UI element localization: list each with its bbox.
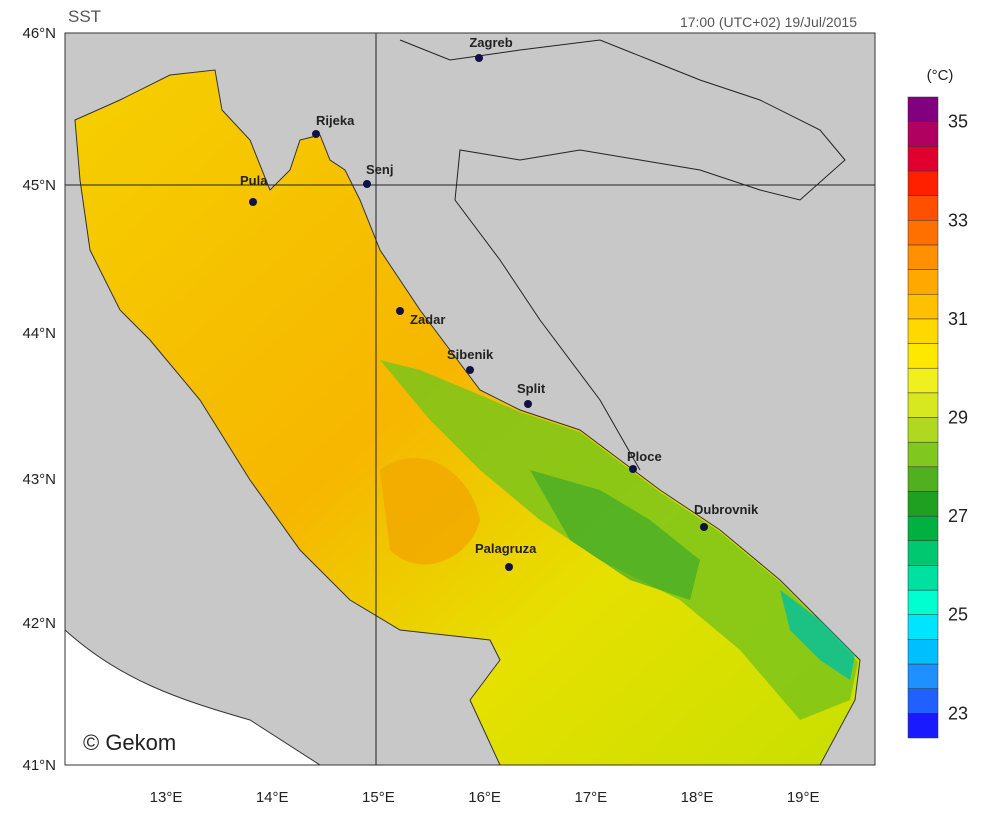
lat-label: 43°N xyxy=(22,471,56,488)
colorbar-bin xyxy=(907,565,939,591)
colorbar-bin xyxy=(907,170,939,196)
colorbar-bin xyxy=(907,639,939,665)
lat-label: 41°N xyxy=(22,757,56,774)
warm-core xyxy=(380,458,480,565)
lat-label: 46°N xyxy=(22,25,56,42)
city-label: Split xyxy=(517,381,546,396)
colorbar-bin xyxy=(907,688,939,714)
colorbar-bin xyxy=(907,96,939,122)
colorbar-tick-label: 29 xyxy=(948,408,968,428)
city-label: Palagruza xyxy=(475,541,537,556)
colorbar-bin xyxy=(907,220,939,246)
coastal-cool-zone xyxy=(780,590,855,680)
colorbar-bin xyxy=(907,663,939,689)
lon-label: 14°E xyxy=(256,789,289,806)
colorbar-tick-label: 23 xyxy=(948,703,968,723)
colorbar-bin xyxy=(907,146,939,172)
lon-label: 13°E xyxy=(150,789,183,806)
lat-label: 42°N xyxy=(22,615,56,632)
city-dot xyxy=(249,198,257,206)
city-label: Rijeka xyxy=(316,113,355,128)
city-dot xyxy=(466,366,474,374)
colorbar-bin xyxy=(907,614,939,640)
city-dot xyxy=(475,54,483,62)
city-label: Sibenik xyxy=(447,347,494,362)
colorbar-tick-label: 33 xyxy=(948,210,968,230)
colorbar-tick-label: 31 xyxy=(948,309,968,329)
colorbar-bin xyxy=(907,713,939,739)
colorbar-bin xyxy=(907,466,939,492)
city-label: Zagreb xyxy=(469,35,512,50)
city-dot xyxy=(312,130,320,138)
colorbar-bin xyxy=(907,491,939,517)
copyright: © Gekom xyxy=(83,730,176,755)
city-dot xyxy=(700,523,708,531)
city-label: Dubrovnik xyxy=(694,502,759,517)
colorbar-bin xyxy=(907,195,939,221)
map-frame xyxy=(64,32,876,766)
colorbar-bin xyxy=(907,417,939,443)
colorbar-bin xyxy=(907,318,939,344)
cool-zone xyxy=(530,470,700,600)
city-label: Zadar xyxy=(410,312,445,327)
colorbar-bin xyxy=(907,540,939,566)
colorbar-bin xyxy=(907,244,939,270)
colorbar-bin xyxy=(907,121,939,147)
lon-label: 19°E xyxy=(787,789,820,806)
city-dot xyxy=(396,307,404,315)
colorbar-tick-label: 27 xyxy=(948,506,968,526)
timestamp: 17:00 (UTC+02) 19/Jul/2015 xyxy=(680,14,857,30)
colorbar-tick-label: 25 xyxy=(948,605,968,625)
city-label: Ploce xyxy=(627,449,662,464)
colorbar-bin xyxy=(907,515,939,542)
city-dot xyxy=(505,563,513,571)
map: © Gekom xyxy=(65,33,875,765)
colorbar-bin xyxy=(907,589,939,615)
city-label: Pula xyxy=(240,173,268,188)
city-dot xyxy=(524,400,532,408)
colorbar-bin xyxy=(907,269,939,295)
borders xyxy=(399,39,846,471)
title: SST xyxy=(68,7,101,26)
city-label: Senj xyxy=(366,162,393,177)
colorbar-unit: (°C) xyxy=(927,67,954,84)
lon-label: 15°E xyxy=(362,789,395,806)
colorbar-bin xyxy=(907,441,939,468)
lon-label: 17°E xyxy=(574,789,607,806)
city-dot xyxy=(629,465,637,473)
lat-label: 45°N xyxy=(22,177,56,194)
colorbar-bin xyxy=(907,343,939,369)
lat-label: 44°N xyxy=(22,325,56,342)
colorbar-tick-label: 35 xyxy=(948,112,968,132)
italy-land xyxy=(65,629,321,765)
colorbar-bin xyxy=(907,367,939,394)
city-dot xyxy=(363,180,371,188)
lon-label: 16°E xyxy=(468,789,501,806)
colorbar-bin xyxy=(907,293,939,320)
lon-label: 18°E xyxy=(681,789,714,806)
colorbar-bin xyxy=(907,392,939,418)
